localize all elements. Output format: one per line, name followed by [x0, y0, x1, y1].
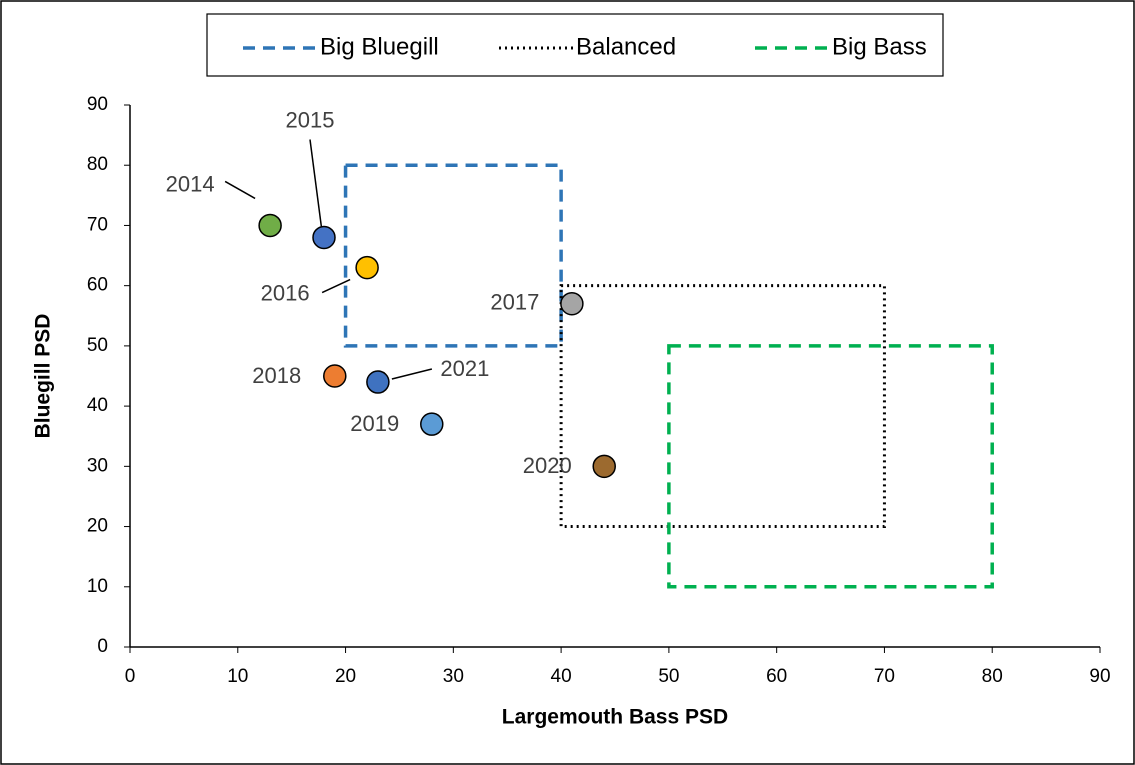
x-tick-label: 10: [227, 666, 248, 687]
x-axis-title: Largemouth Bass PSD: [502, 706, 728, 729]
leader-line: [321, 278, 351, 294]
data-point: [366, 370, 390, 394]
legend-box: [206, 13, 944, 77]
x-tick-label: 70: [874, 666, 895, 687]
x-tick-label: 90: [1089, 666, 1110, 687]
x-tick-label: 30: [443, 666, 464, 687]
point-label: 2019: [350, 411, 399, 436]
y-tick-label: 10: [87, 576, 108, 597]
y-tick-label: 80: [87, 154, 108, 175]
y-tick-label: 40: [87, 395, 108, 416]
y-tick-label: 50: [87, 335, 108, 356]
y-tick-label: 0: [97, 636, 108, 657]
x-tick-label: 40: [551, 666, 572, 687]
data-point: [560, 291, 584, 316]
zone-rect: [559, 284, 886, 529]
y-tick-label: 70: [87, 214, 108, 235]
x-tick-label: 80: [982, 666, 1003, 687]
zone-rect: [343, 163, 563, 348]
point-label: 2021: [440, 356, 489, 381]
point-label: 2018: [252, 363, 301, 388]
y-tick-label: 90: [87, 94, 108, 115]
data-point: [355, 255, 379, 280]
point-label: 2014: [166, 171, 215, 196]
data-point: [258, 213, 282, 238]
x-tick-label: 50: [658, 666, 679, 687]
point-label: 2017: [490, 290, 539, 315]
leader-line: [309, 139, 323, 232]
leader-line: [391, 368, 433, 380]
data-point: [312, 225, 336, 250]
x-tick-label: 0: [125, 666, 136, 687]
y-axis-title: Bluegill PSD: [32, 314, 55, 439]
x-tick-label: 20: [335, 666, 356, 687]
y-tick-label: 30: [87, 455, 108, 476]
data-point: [592, 454, 616, 479]
zone-rect: [667, 344, 994, 589]
leader-line: [224, 180, 256, 200]
y-tick-label: 60: [87, 275, 108, 296]
legend-label: Balanced: [576, 33, 676, 60]
data-point: [323, 364, 347, 388]
data-point: [420, 412, 444, 436]
point-label: 2016: [261, 280, 310, 305]
legend-label: Big Bluegill: [320, 33, 439, 60]
x-tick-label: 60: [766, 666, 787, 687]
point-label: 2020: [523, 453, 572, 478]
y-tick-label: 20: [87, 516, 108, 537]
point-label: 2015: [286, 107, 335, 132]
legend-label: Big Bass: [832, 33, 927, 60]
